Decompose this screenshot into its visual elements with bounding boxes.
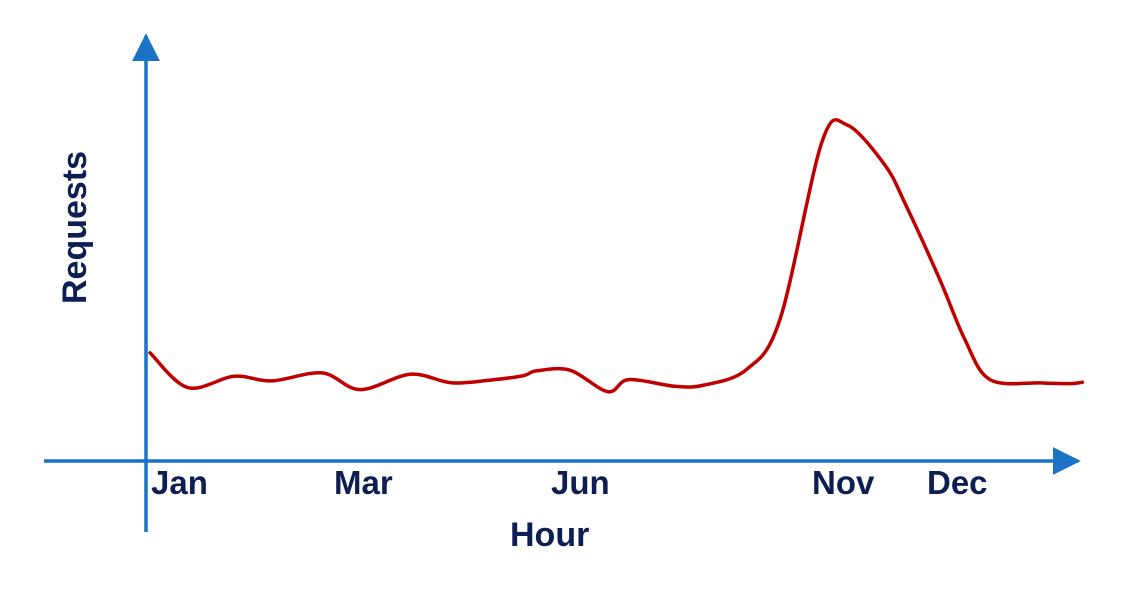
x-tick-label-nov: Nov (812, 464, 875, 501)
x-tick-label-dec: Dec (927, 464, 988, 501)
x-axis-label: Hour (510, 516, 589, 554)
y-axis-label: Requests (56, 151, 94, 304)
x-tick-label-mar: Mar (334, 464, 393, 501)
x-tick-label-jan: Jan (151, 464, 208, 501)
requests-series-line (148, 118, 1085, 394)
x-tick-label-jun: Jun (551, 464, 610, 501)
